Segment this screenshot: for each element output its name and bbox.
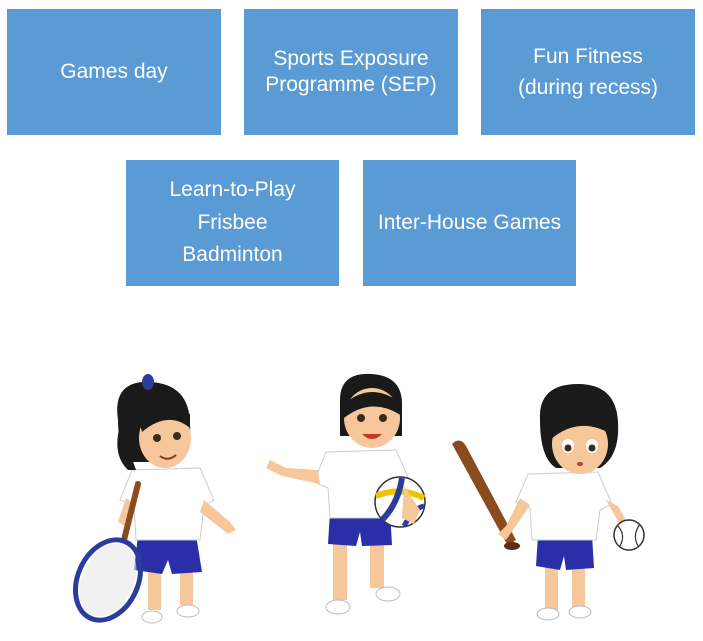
box-text-line: Programme (SEP) (265, 73, 437, 96)
girl-with-volleyball (266, 373, 426, 615)
students-illustration (73, 373, 645, 624)
box-text-line: Frisbee (197, 210, 268, 234)
box-text-line: Fun Fitness (533, 44, 643, 68)
activity-box-inter-house-games: Inter-House Games (363, 160, 576, 286)
box-text-line: Sports Exposure (273, 47, 429, 71)
box-text-line: Badminton (182, 243, 283, 267)
activity-box-sep: Sports Exposure Programme (SEP) (244, 9, 458, 135)
box-text-line: Learn-to-Play (169, 178, 296, 202)
activity-box-fun-fitness: Fun Fitness (during recess) (481, 9, 695, 135)
activity-box-games-day: Games day (7, 9, 221, 135)
box-text-line: (during recess) (517, 76, 659, 99)
box-text-line: Games day (60, 60, 168, 84)
girl-with-tennis-racket (73, 374, 236, 624)
girl-with-baseball-bat (452, 384, 645, 621)
activity-box-learn-to-play: Learn-to-Play Frisbee Badminton (126, 160, 339, 286)
box-text-line: Inter-House Games (377, 211, 562, 235)
